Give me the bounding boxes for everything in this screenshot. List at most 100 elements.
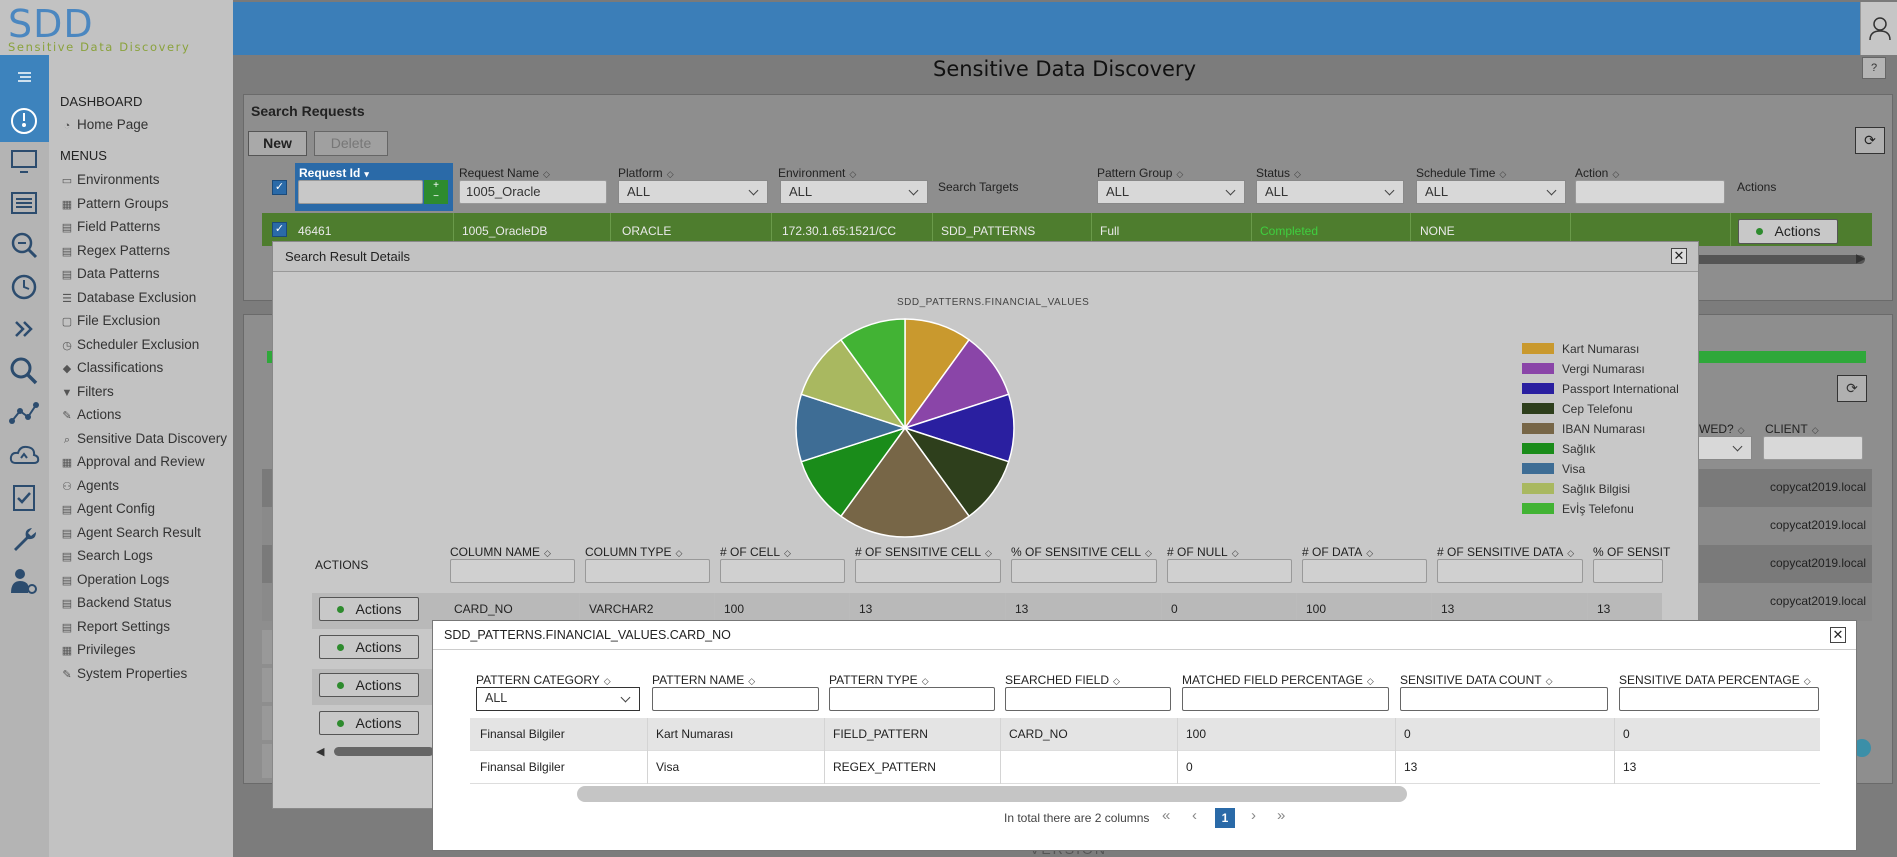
result-horizontal-scrollbar[interactable] <box>334 747 434 756</box>
pattern-category-filter[interactable]: ALL <box>476 687 640 711</box>
sidebar-item-sensitive-data-discovery[interactable]: ⌕ Sensitive Data Discovery <box>60 431 227 447</box>
legend-item[interactable]: Vergi Numarası <box>1522 362 1645 376</box>
column-header-actions[interactable]: Actions <box>1737 180 1777 194</box>
platform-filter[interactable]: ALL <box>618 180 768 204</box>
result-column-filter[interactable] <box>855 559 1001 583</box>
sidebar-item-database-exclusion[interactable]: ☰ Database Exclusion <box>60 290 196 305</box>
zoom-out-icon[interactable] <box>8 229 40 261</box>
pie-slice-8[interactable] <box>839 318 906 431</box>
sidebar-item-agent-search-result[interactable]: ▤ Agent Search Result <box>60 525 201 540</box>
action-filter[interactable] <box>1575 180 1725 204</box>
pie-slice-4[interactable] <box>839 426 971 538</box>
sidebar-item-search-logs[interactable]: ▤ Search Logs <box>60 548 153 563</box>
result-scroll-left-arrow[interactable]: ◀ <box>316 746 325 758</box>
column-header-pattern-group[interactable]: Pattern Group ◇ <box>1097 166 1184 180</box>
clock-icon[interactable] <box>8 271 40 303</box>
legend-item[interactable]: Evİş Telefonu <box>1522 502 1634 516</box>
schedule-time-filter[interactable]: ALL <box>1416 180 1566 204</box>
sidebar-item-filters[interactable]: ▼ Filters <box>60 384 114 399</box>
sidebar-item-privileges[interactable]: ▦ Privileges <box>60 642 136 657</box>
result-column-header[interactable]: # OF CELL ◇ <box>720 545 791 559</box>
cloud-upload-icon[interactable] <box>8 439 40 471</box>
column-header-status[interactable]: Status ◇ <box>1256 166 1301 180</box>
client-filter[interactable] <box>1763 436 1863 460</box>
pattern-detail-filter-input[interactable] <box>1005 687 1171 711</box>
help-button[interactable]: ? <box>1862 57 1886 79</box>
current-page-button[interactable]: 1 <box>1215 808 1235 828</box>
column-header-action[interactable]: Action ◇ <box>1575 166 1620 180</box>
result-column-header[interactable]: # OF DATA ◇ <box>1302 545 1374 559</box>
network-icon[interactable] <box>8 397 40 429</box>
pattern-detail-filter-input[interactable] <box>829 687 995 711</box>
result-column-header[interactable]: % OF SENSITIVE CELL ◇ <box>1011 545 1152 559</box>
sidebar-item-scheduler-exclusion[interactable]: ◷ Scheduler Exclusion <box>60 337 199 352</box>
scroll-right-arrow[interactable]: ▶ <box>1856 251 1866 265</box>
sidebar-item-report-settings[interactable]: ▤ Report Settings <box>60 619 170 634</box>
table-row[interactable] <box>470 751 1820 784</box>
result-column-filter[interactable] <box>1011 559 1157 583</box>
legend-item[interactable]: Passport International <box>1522 382 1679 396</box>
sidebar-item-data-patterns[interactable]: ▤ Data Patterns <box>60 266 160 281</box>
wrench-icon[interactable] <box>8 523 40 555</box>
sidebar-item-classifications[interactable]: ◆ Classifications <box>60 360 164 375</box>
legend-item[interactable]: Sağlık Bilgisi <box>1522 482 1630 496</box>
result-column-filter[interactable] <box>1302 559 1427 583</box>
pattern-detail-column-header[interactable]: PATTERN CATEGORY ◇ <box>476 673 611 687</box>
col-client-header[interactable]: CLIENT ◇ <box>1765 422 1819 436</box>
pattern-detail-column-header[interactable]: SENSITIVE DATA COUNT ◇ <box>1400 673 1553 687</box>
request-name-filter[interactable]: 1005_Oracle <box>459 180 607 204</box>
pattern-detail-horizontal-scrollbar[interactable] <box>577 786 1407 802</box>
pattern-detail-column-header[interactable]: SEARCHED FIELD ◇ <box>1005 673 1120 687</box>
pattern-group-filter[interactable]: ALL <box>1097 180 1245 204</box>
legend-item[interactable]: Visa <box>1522 462 1585 476</box>
sidebar-item-system-properties[interactable]: ✎ System Properties <box>60 666 187 681</box>
lower-refresh-button[interactable]: ⟳ <box>1837 375 1867 402</box>
first-page-button[interactable]: « <box>1162 807 1171 824</box>
environment-filter[interactable]: ALL <box>780 180 928 204</box>
result-column-header[interactable]: # OF SENSITIVE DATA ◇ <box>1437 545 1575 559</box>
legend-item[interactable]: Sağlık <box>1522 442 1595 456</box>
pattern-detail-column-header[interactable]: PATTERN TYPE ◇ <box>829 673 929 687</box>
double-chevron-icon[interactable] <box>8 313 40 345</box>
new-button[interactable]: New <box>248 131 307 156</box>
delete-button[interactable]: Delete <box>314 131 388 156</box>
result-column-filter[interactable] <box>1593 559 1663 583</box>
result-column-filter[interactable] <box>720 559 845 583</box>
result-column-header[interactable]: COLUMN NAME ◇ <box>450 545 551 559</box>
menu-toggle-button[interactable] <box>0 55 49 100</box>
table-row[interactable] <box>262 213 1872 246</box>
prev-page-button[interactable]: ‹ <box>1192 807 1197 824</box>
result-actions-button[interactable]: Actions <box>319 673 419 697</box>
clipboard-check-icon[interactable] <box>8 481 40 513</box>
result-column-filter[interactable] <box>585 559 710 583</box>
result-column-filter[interactable] <box>1437 559 1583 583</box>
sidebar-item-actions[interactable]: ✎ Actions <box>60 407 121 422</box>
table-row[interactable] <box>470 718 1820 751</box>
next-page-button[interactable]: › <box>1251 807 1256 824</box>
result-column-header[interactable]: COLUMN TYPE ◇ <box>585 545 683 559</box>
column-header-platform[interactable]: Platform ◇ <box>618 166 674 180</box>
result-column-filter[interactable] <box>1167 559 1292 583</box>
column-header-environment[interactable]: Environment ◇ <box>778 166 857 180</box>
result-actions-button[interactable]: Actions <box>319 635 419 659</box>
select-all-checkbox[interactable]: ✓ <box>272 180 287 195</box>
sidebar-item-operation-logs[interactable]: ▤ Operation Logs <box>60 572 170 587</box>
col-wed-header[interactable]: WED? ◇ <box>1699 422 1745 436</box>
result-column-filter[interactable] <box>450 559 575 583</box>
sidebar-item-backend-status[interactable]: ▤ Backend Status <box>60 595 172 610</box>
search-result-close-button[interactable]: ✕ <box>1671 248 1687 264</box>
sidebar-item-regex-patterns[interactable]: ▤ Regex Patterns <box>60 243 170 258</box>
pattern-detail-filter-input[interactable] <box>652 687 819 711</box>
request-id-range-toggle[interactable]: + − <box>424 180 448 204</box>
sidebar-item-approval-and-review[interactable]: ▦ Approval and Review <box>60 454 205 469</box>
sidebar-item-home[interactable]: ◔ Home Page <box>60 117 149 132</box>
request-id-input[interactable] <box>298 180 423 204</box>
pattern-detail-filter-input[interactable] <box>1182 687 1389 711</box>
column-header-schedule-time[interactable]: Schedule Time ◇ <box>1416 166 1507 180</box>
sidebar-item-agent-config[interactable]: ▤ Agent Config <box>60 501 155 516</box>
dashboard-icon-button[interactable] <box>0 100 49 142</box>
user-menu-button[interactable] <box>1860 2 1897 55</box>
status-filter[interactable]: ALL <box>1256 180 1404 204</box>
legend-item[interactable]: Cep Telefonu <box>1522 402 1633 416</box>
horizontal-scrollbar[interactable] <box>1690 255 1865 264</box>
